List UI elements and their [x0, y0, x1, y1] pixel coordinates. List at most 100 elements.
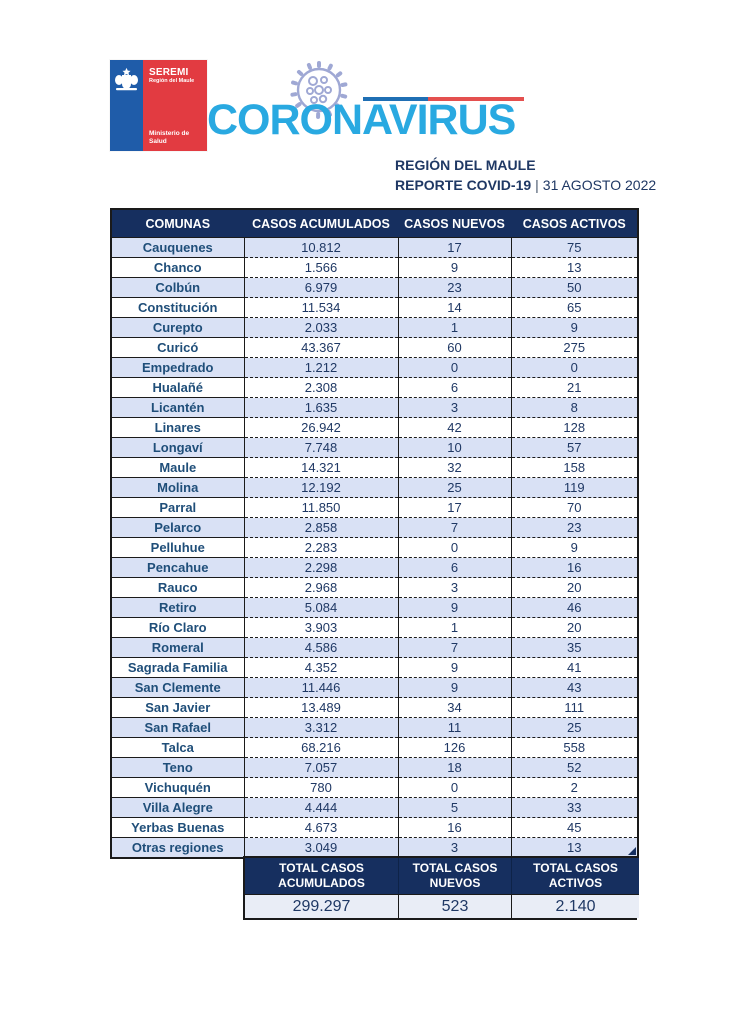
acumulados-cell: 3.312 [243, 717, 399, 738]
nuevos-cell: 9 [397, 677, 512, 698]
comuna-cell: Licantén [110, 397, 245, 418]
activos-cell: 0 [510, 357, 639, 378]
acumulados-cell: 2.858 [243, 517, 399, 538]
nuevos-cell: 9 [397, 257, 512, 278]
table-row: San Rafael 3.312 11 25 [110, 717, 639, 738]
comuna-cell: Linares [110, 417, 245, 438]
activos-cell: 13 [510, 837, 639, 859]
activos-cell: 13 [510, 257, 639, 278]
activos-cell: 57 [510, 437, 639, 458]
table-row: Colbún 6.979 23 50 [110, 277, 639, 298]
covid-table: COMUNAS CASOS ACUMULADOS CASOS NUEVOS CA… [110, 208, 639, 859]
acumulados-cell: 6.979 [243, 277, 399, 298]
activos-cell: 21 [510, 377, 639, 398]
nuevos-cell: 14 [397, 297, 512, 318]
table-row: Cauquenes 10.812 17 75 [110, 237, 639, 258]
table-row: Romeral 4.586 7 35 [110, 637, 639, 658]
activos-cell: 65 [510, 297, 639, 318]
activos-cell: 46 [510, 597, 639, 618]
table-row: Constitución 11.534 14 65 [110, 297, 639, 318]
comuna-cell: Teno [110, 757, 245, 778]
activos-cell: 20 [510, 617, 639, 638]
comuna-cell: Cauquenes [110, 237, 245, 258]
nuevos-cell: 18 [397, 757, 512, 778]
activos-cell: 23 [510, 517, 639, 538]
acumulados-cell: 12.192 [243, 477, 399, 498]
comuna-cell: Parral [110, 497, 245, 518]
accent-line-red [428, 97, 524, 101]
comuna-cell: Talca [110, 737, 245, 758]
acumulados-cell: 1.566 [243, 257, 399, 278]
total-acumulados-value: 299.297 [245, 894, 399, 918]
table-row: Pelarco 2.858 7 23 [110, 517, 639, 538]
acumulados-cell: 1.212 [243, 357, 399, 378]
nuevos-cell: 7 [397, 637, 512, 658]
comuna-cell: Pelluhue [110, 537, 245, 558]
nuevos-cell: 7 [397, 517, 512, 538]
acumulados-cell: 11.446 [243, 677, 399, 698]
activos-cell: 20 [510, 577, 639, 598]
acumulados-cell: 68.216 [243, 737, 399, 758]
table-row: Licantén 1.635 3 8 [110, 397, 639, 418]
comuna-cell: Romeral [110, 637, 245, 658]
acumulados-cell: 14.321 [243, 457, 399, 478]
acumulados-cell: 2.968 [243, 577, 399, 598]
table-row: Hualañé 2.308 6 21 [110, 377, 639, 398]
activos-cell: 158 [510, 457, 639, 478]
nuevos-cell: 34 [397, 697, 512, 718]
report-label: REPORTE COVID-19 [395, 177, 532, 193]
table-row: Villa Alegre 4.444 5 33 [110, 797, 639, 818]
comuna-cell: Hualañé [110, 377, 245, 398]
activos-cell: 2 [510, 777, 639, 798]
nuevos-cell: 3 [397, 837, 512, 859]
comuna-cell: Molina [110, 477, 245, 498]
table-row: Pelluhue 2.283 0 9 [110, 537, 639, 558]
nuevos-cell: 42 [397, 417, 512, 438]
nuevos-cell: 6 [397, 557, 512, 578]
activos-cell: 16 [510, 557, 639, 578]
table-row: Chanco 1.566 9 13 [110, 257, 639, 278]
nuevos-cell: 10 [397, 437, 512, 458]
activos-cell: 558 [510, 737, 639, 758]
column-header-activos: CASOS ACTIVOS [510, 208, 639, 238]
logo-blue-band [110, 60, 143, 151]
table-row: Vichuquén 780 0 2 [110, 777, 639, 798]
activos-cell: 50 [510, 277, 639, 298]
cell-corner-marker-icon [628, 847, 636, 855]
nuevos-cell: 16 [397, 817, 512, 838]
comuna-cell: San Clemente [110, 677, 245, 698]
region-subtitle: REGIÓN DEL MAULE [395, 157, 536, 173]
nuevos-cell: 60 [397, 337, 512, 358]
nuevos-cell: 5 [397, 797, 512, 818]
column-header-comunas: COMUNAS [110, 208, 245, 238]
activos-cell: 45 [510, 817, 639, 838]
table-row: Parral 11.850 17 70 [110, 497, 639, 518]
comuna-cell: San Javier [110, 697, 245, 718]
comuna-cell: San Rafael [110, 717, 245, 738]
acumulados-cell: 2.298 [243, 557, 399, 578]
table-row: San Javier 13.489 34 111 [110, 697, 639, 718]
nuevos-cell: 3 [397, 577, 512, 598]
table-header-row: COMUNAS CASOS ACUMULADOS CASOS NUEVOS CA… [110, 208, 639, 238]
comuna-cell: Vichuquén [110, 777, 245, 798]
comuna-cell: Curepto [110, 317, 245, 338]
activos-cell: 119 [510, 477, 639, 498]
nuevos-cell: 0 [397, 777, 512, 798]
activos-cell: 9 [510, 537, 639, 558]
activos-cell: 275 [510, 337, 639, 358]
table-row: Empedrado 1.212 0 0 [110, 357, 639, 378]
activos-cell: 41 [510, 657, 639, 678]
acumulados-cell: 4.444 [243, 797, 399, 818]
activos-cell: 9 [510, 317, 639, 338]
acumulados-cell: 3.903 [243, 617, 399, 638]
activos-cell: 33 [510, 797, 639, 818]
totals-block: TOTAL CASOS ACUMULADOS TOTAL CASOS NUEVO… [243, 856, 639, 920]
nuevos-cell: 9 [397, 597, 512, 618]
logo-ministry-label: Ministerio de Salud [149, 130, 190, 145]
comuna-cell: Chanco [110, 257, 245, 278]
table-row: Retiro 5.084 9 46 [110, 597, 639, 618]
seremi-logo: SEREMI Región del Maule Ministerio de Sa… [110, 60, 207, 151]
nuevos-cell: 17 [397, 237, 512, 258]
comuna-cell: Empedrado [110, 357, 245, 378]
